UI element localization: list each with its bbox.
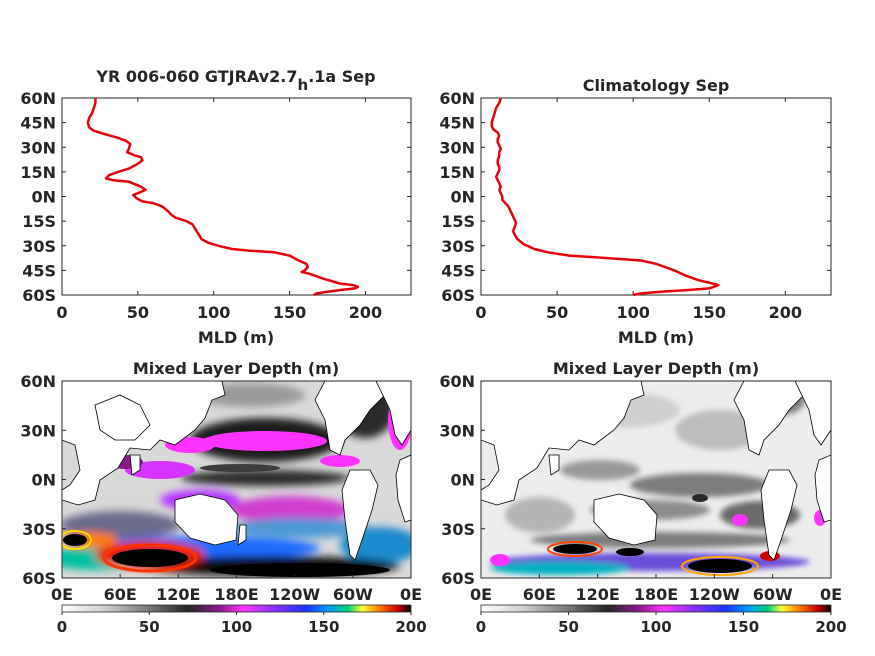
chart-title-subscript: h: [298, 76, 309, 94]
map-climatology: Mixed Layer Depth (m): [439, 359, 846, 636]
series-line: [490, 97, 720, 297]
y-tick-label: 60S: [441, 286, 475, 305]
y-tick-label: 60N: [20, 372, 56, 391]
colorbar-ticks: 0 50 100 150 200: [57, 612, 427, 636]
colorbar-tick-label: 50: [139, 618, 160, 636]
x-tick-label: 0: [56, 303, 67, 322]
colorbar-tick-label: 0: [57, 618, 67, 636]
y-tick-label: 15S: [441, 212, 475, 231]
colorbar-tick-label: 200: [815, 618, 846, 636]
y-tick-label: 30S: [441, 520, 475, 539]
y-tick-label: 45N: [439, 114, 475, 133]
x-tick-label: 200: [349, 303, 382, 322]
chart-title: Climatology Sep: [583, 76, 730, 95]
y-tick-label: 45S: [441, 261, 475, 280]
y-tick-label: 60N: [20, 89, 56, 108]
y-tick-label: 30N: [439, 138, 475, 157]
x-tick-label: 120W: [269, 585, 320, 604]
plot-area: [480, 97, 832, 296]
colorbar-tick-label: 100: [221, 618, 252, 636]
y-tick-label: 45N: [20, 114, 56, 133]
x-tick-label: 0E: [51, 585, 73, 604]
y-tick-label: 15S: [22, 212, 56, 231]
x-tick-label: 60E: [104, 585, 137, 604]
x-tick-label: 120W: [689, 585, 740, 604]
colorbar-ticks: 0 50 100 150 200: [476, 612, 847, 636]
y-tick-label: 45S: [22, 261, 56, 280]
x-tick-label: 50: [127, 303, 149, 322]
y-tick-label: 60N: [439, 372, 475, 391]
x-tick-label: 60E: [523, 585, 556, 604]
colorbar-tick-label: 150: [728, 618, 759, 636]
x-tick-label: 100: [197, 303, 230, 322]
line-chart-climatology: Climatology Sep 0 50 100 150 200 60N 45N 30N 15N…: [439, 76, 832, 347]
x-tick-label: 0E: [820, 585, 842, 604]
axis-ticks: 0 50 100 150 200 60N 45N 30N 15N 0N 15S 30S 45S 60S: [20, 89, 411, 322]
axis-ticks: 0E 60E 120E 180E 120W 60W 0E 60N 30N 0N 30S 60S: [20, 372, 422, 604]
y-tick-label: 0N: [31, 188, 56, 207]
colorbar-tick-label: 200: [395, 618, 426, 636]
colorbar: [480, 604, 832, 613]
series-line: [86, 98, 360, 297]
y-tick-label: 30S: [441, 237, 475, 256]
y-tick-label: 0N: [450, 471, 475, 490]
y-tick-label: 0N: [31, 471, 56, 490]
x-tick-label: 200: [769, 303, 802, 322]
mld-field: [481, 381, 831, 578]
axis-ticks: 0E 60E 120E 180E 120W 60W 0E 60N 30N 0N 30S 60S: [439, 372, 842, 604]
y-tick-label: 30N: [20, 138, 56, 157]
colorbar-tick-label: 150: [308, 618, 339, 636]
x-tick-label: 60W: [333, 585, 373, 604]
chart-title-suffix: .1a Sep: [308, 67, 375, 86]
y-tick-label: 30S: [22, 520, 56, 539]
x-tick-label: 150: [693, 303, 726, 322]
plot-area: [61, 97, 412, 296]
x-tick-label: 120E: [156, 585, 200, 604]
x-tick-label: 100: [616, 303, 649, 322]
y-tick-label: 15N: [20, 163, 56, 182]
x-tick-label: 60W: [753, 585, 793, 604]
colorbar-tick-label: 100: [640, 618, 671, 636]
y-tick-label: 30N: [20, 421, 56, 440]
chart-title: Mixed Layer Depth (m): [553, 359, 759, 378]
chart-title: YR 006-060 GTJRAv2.7h.1a Sep: [95, 67, 375, 94]
mld-field: [62, 381, 411, 578]
x-axis-label: MLD (m): [198, 328, 274, 347]
x-tick-label: 0E: [400, 585, 422, 604]
colorbar: [61, 604, 412, 613]
y-tick-label: 60S: [22, 569, 56, 588]
y-tick-label: 60S: [22, 286, 56, 305]
x-tick-label: 50: [546, 303, 568, 322]
y-tick-label: 30N: [439, 421, 475, 440]
x-tick-label: 150: [273, 303, 306, 322]
land-masses: [481, 381, 831, 561]
y-tick-label: 30S: [22, 237, 56, 256]
x-axis-label: MLD (m): [618, 328, 694, 347]
colorbar-tick-label: 50: [558, 618, 579, 636]
y-tick-label: 15N: [439, 163, 475, 182]
x-tick-label: 0: [475, 303, 486, 322]
colorbar-tick-label: 0: [476, 618, 486, 636]
land-masses: [62, 381, 411, 561]
y-tick-label: 0N: [450, 188, 475, 207]
map-model: Mixed Layer Depth (m): [20, 359, 426, 636]
x-tick-label: 180E: [214, 585, 258, 604]
line-chart-model: YR 006-060 GTJRAv2.7h.1a Sep 0 50 100 150 20…: [20, 67, 412, 347]
x-tick-label: 180E: [634, 585, 678, 604]
y-tick-label: 60N: [439, 89, 475, 108]
chart-title: Mixed Layer Depth (m): [133, 359, 339, 378]
x-tick-label: 0E: [470, 585, 492, 604]
axis-ticks: 0 50 100 150 200 60N 45N 30N 15N 0N 15S 30S 45S 60S: [439, 89, 831, 322]
mld-hotspots: [490, 494, 826, 576]
x-tick-label: 120E: [576, 585, 620, 604]
y-tick-label: 60S: [441, 569, 475, 588]
